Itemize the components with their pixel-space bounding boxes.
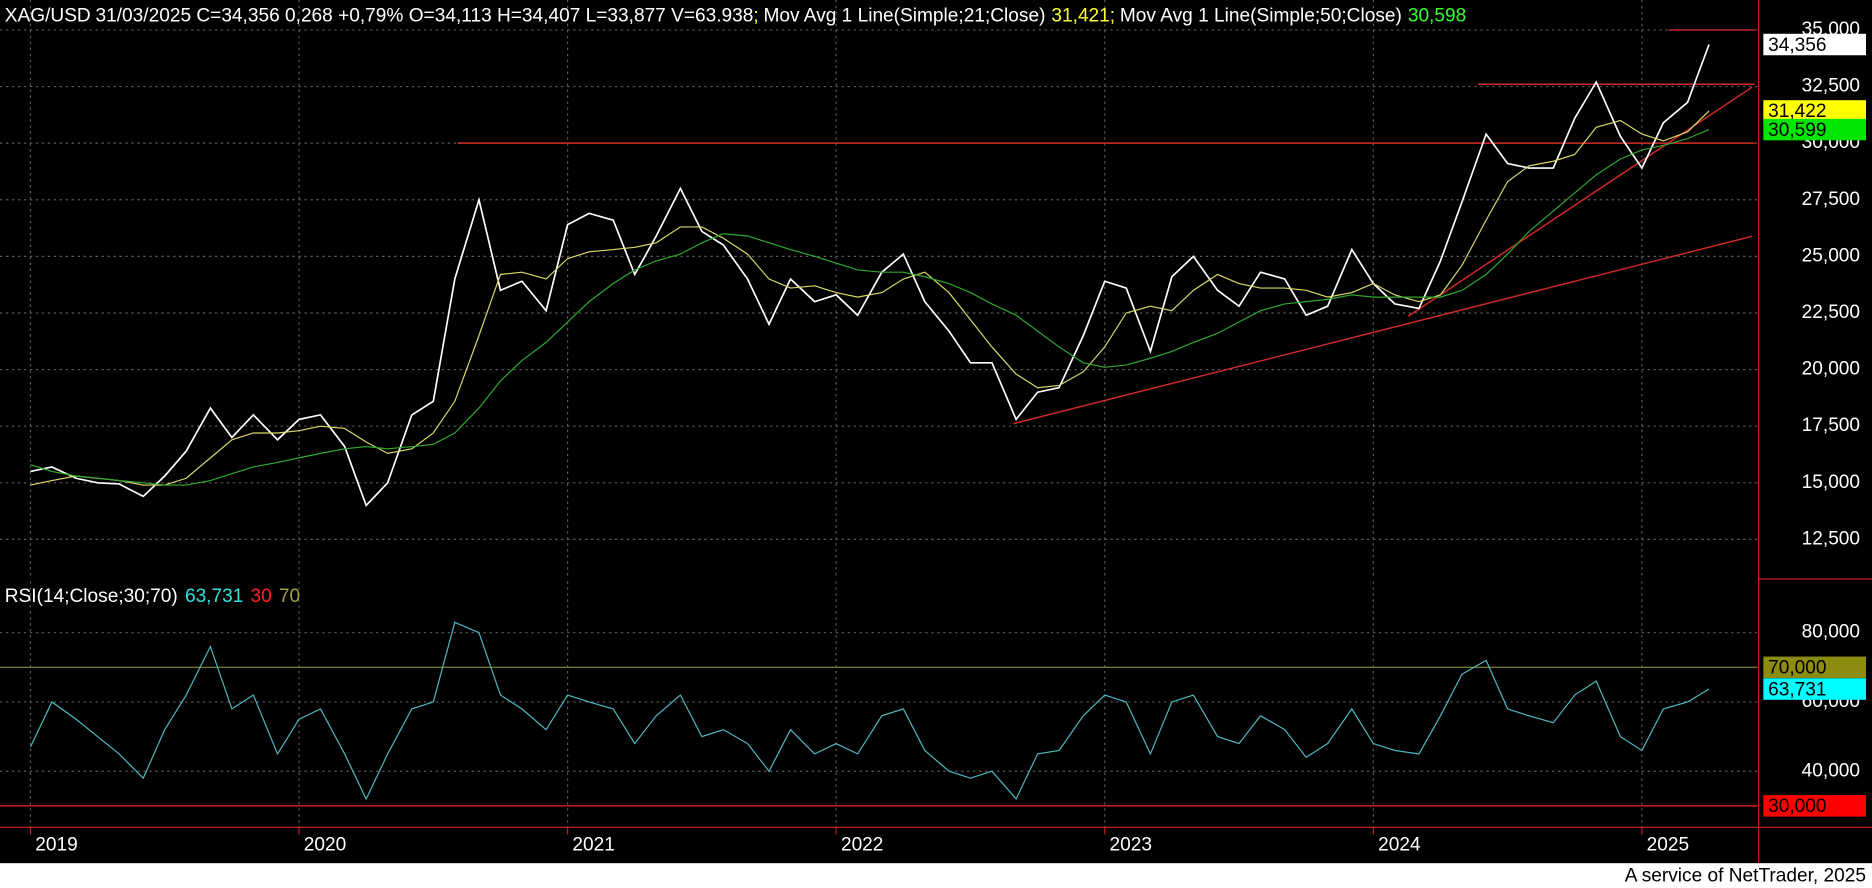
trend-line <box>1013 235 1753 425</box>
plot <box>0 29 1758 807</box>
series-line <box>30 44 1710 507</box>
x-tick-label: 2024 <box>1378 834 1421 855</box>
header-text: 70 <box>279 586 300 607</box>
y-tick-label: 32,500 <box>1802 76 1860 97</box>
header-text: Mov Avg 1 Line(Simple;50;Close) <box>1120 6 1402 27</box>
footer-band <box>0 863 1872 888</box>
y-tick-label: 20,000 <box>1802 359 1860 380</box>
last-value-tag-label: 34,356 <box>1768 35 1826 56</box>
header-text: ; <box>753 6 758 27</box>
x-tick-label: 2020 <box>304 834 346 855</box>
header-text: 31/03/2025 C=34,356 0,268 +0,79% O=34,11… <box>96 6 754 27</box>
level-tag <box>1763 795 1867 817</box>
header: XAG/USD 31/03/2025 C=34,356 0,268 +0,79% … <box>5 6 1466 27</box>
x-tick-label: 2025 <box>1647 834 1689 855</box>
last-value-tag <box>1763 100 1867 122</box>
y-tick-label: 25,000 <box>1802 245 1860 266</box>
y2-tick-label: 80,000 <box>1802 622 1860 643</box>
x-tick-label: 2021 <box>572 834 614 855</box>
y-tick-label: 12,500 <box>1802 528 1860 549</box>
y-tick-label: 15,000 <box>1802 472 1860 493</box>
grid <box>0 0 1758 835</box>
last-value-tag <box>1763 33 1867 56</box>
header-text: 31,421 <box>1051 6 1109 27</box>
header-text: XAG/USD <box>5 6 91 27</box>
y-tick-label: 22,500 <box>1802 302 1860 323</box>
x-tick-label: 2019 <box>35 834 77 855</box>
level-tag-label: 30,000 <box>1768 796 1826 817</box>
last-value-tag <box>1763 118 1867 141</box>
header-text: Mov Avg 1 Line(Simple;21;Close) <box>763 6 1045 27</box>
y-tick-label: 17,500 <box>1802 415 1860 436</box>
last-value-tag <box>1763 678 1867 700</box>
footer: A service of NetTrader, 2025 <box>1625 865 1866 886</box>
header-text: RSI(14;Close;30;70) <box>5 586 178 607</box>
header-text: ; <box>1110 6 1115 27</box>
x-tick-label: 2023 <box>1110 834 1152 855</box>
series-line <box>30 110 1710 486</box>
level-tag <box>1763 656 1867 679</box>
x-tick-label: 2022 <box>841 834 883 855</box>
last-value-tag-label: 31,422 <box>1768 101 1826 122</box>
rsi-header: RSI(14;Close;30;70) 63,731 30 70 <box>5 586 300 607</box>
y2-tick-label: 40,000 <box>1802 760 1860 781</box>
level-tag-label: 70,000 <box>1768 658 1826 679</box>
header-text: 30 <box>251 586 272 607</box>
series-line <box>30 129 1710 486</box>
header-text: 63,731 <box>185 586 243 607</box>
y-tick-label: 27,500 <box>1802 189 1860 210</box>
series-line <box>29 621 1710 801</box>
header-text: 30,598 <box>1408 6 1466 27</box>
labels: 2019 2020 2021 2022 2023 2024 2025 12,500 15,000… <box>35 19 1867 855</box>
last-value-tag-label: 63,731 <box>1768 679 1826 700</box>
last-value-tag-label: 30,599 <box>1768 120 1826 141</box>
